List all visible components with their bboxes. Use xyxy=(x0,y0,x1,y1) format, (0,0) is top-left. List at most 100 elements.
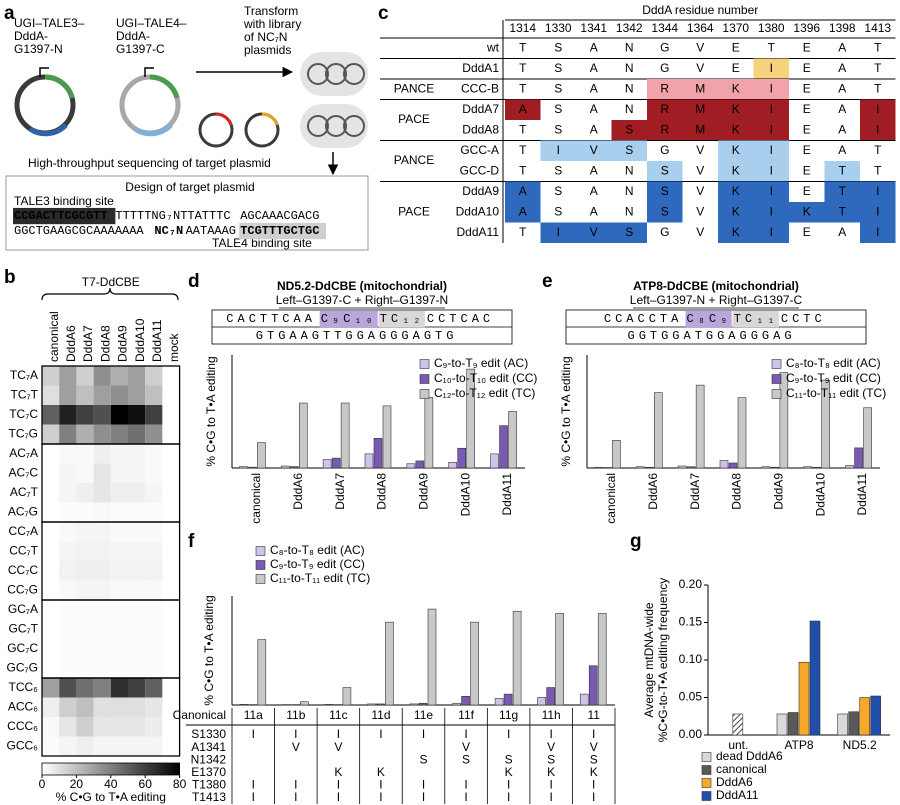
residue: K xyxy=(732,143,740,157)
sequence-segment: CCGACTTCGCGTT xyxy=(14,209,108,223)
row-name: N1342 xyxy=(191,752,227,766)
legend-swatch xyxy=(255,546,266,556)
residue: I xyxy=(876,225,879,239)
residue: S xyxy=(554,40,562,54)
heatmap-cell xyxy=(110,385,128,405)
residue: K xyxy=(732,122,740,136)
residue: N xyxy=(625,204,634,218)
mutation: S xyxy=(462,752,470,766)
residue: N xyxy=(625,81,634,95)
mutation-highlight xyxy=(647,120,683,141)
y-tick-label: 0.20 xyxy=(679,577,703,591)
heatmap-cell xyxy=(59,522,77,542)
mutation-highlight xyxy=(753,58,789,79)
heatmap-cell xyxy=(128,639,146,659)
column-header: 1344 xyxy=(651,21,678,35)
bar xyxy=(512,610,522,706)
bar xyxy=(612,440,621,469)
residue: V xyxy=(696,184,704,198)
heatmap-cell xyxy=(128,658,146,678)
mutation: I xyxy=(379,727,382,741)
bar xyxy=(732,713,744,736)
residue: V xyxy=(696,143,704,157)
column-label: DddA9 xyxy=(116,325,130,362)
heatmap-cell xyxy=(145,444,163,464)
bar xyxy=(385,621,394,706)
x-tick-label: 11b xyxy=(286,708,305,722)
bar xyxy=(409,703,419,706)
row-name: DddA1 xyxy=(462,61,499,75)
chart-title: T7-DdCBE xyxy=(82,275,140,289)
heatmap-cell xyxy=(128,697,146,717)
residue: V xyxy=(696,163,704,177)
residue: T xyxy=(874,61,882,75)
residue: S xyxy=(625,225,633,239)
heatmap-cell xyxy=(128,385,146,405)
mutation-highlight xyxy=(860,120,896,141)
heatmap-cell xyxy=(110,541,128,561)
column-label: DddA10 xyxy=(133,318,147,362)
sequence-segment: CCTCAC xyxy=(427,312,494,326)
row-label: AC₇A xyxy=(9,446,38,460)
heatmap-cell xyxy=(59,366,77,386)
heatmap-cell xyxy=(42,405,60,425)
heatmap-cell xyxy=(162,580,180,600)
row-name: wt xyxy=(486,40,500,54)
heatmap-cell xyxy=(42,736,60,756)
row-label: GCC₆ xyxy=(6,738,38,752)
bar xyxy=(859,697,870,736)
bar xyxy=(776,713,788,736)
residue: V xyxy=(696,40,704,54)
mutation: I xyxy=(592,790,595,804)
heatmap-cell xyxy=(110,619,128,639)
x-tick-label: DddA9 xyxy=(772,473,786,510)
residue: E xyxy=(803,143,811,157)
sequence-highlight xyxy=(685,310,732,328)
mutation-highlight xyxy=(682,120,718,141)
mutation: K xyxy=(547,765,555,779)
residue: I xyxy=(557,225,560,239)
mutation: K xyxy=(377,765,385,779)
residue: S xyxy=(554,102,562,116)
mutation: V xyxy=(590,740,598,754)
bar xyxy=(635,466,645,469)
y-axis-label: % C•G to T•A editing xyxy=(204,356,218,466)
mutation-highlight xyxy=(860,99,896,120)
bar xyxy=(845,465,854,469)
transform-label: plasmids xyxy=(244,43,291,57)
row-name: GCC-D xyxy=(460,163,500,177)
mutation-highlight xyxy=(611,222,647,243)
heatmap-cell xyxy=(145,483,163,503)
bar xyxy=(597,613,607,706)
mutation: I xyxy=(507,790,510,804)
mutation: I xyxy=(464,727,467,741)
row-name: S1330 xyxy=(191,727,226,741)
bar xyxy=(503,693,513,706)
heatmap-cell xyxy=(110,522,128,542)
bar xyxy=(588,665,598,706)
heatmap-cell xyxy=(76,502,94,522)
column-header: 1370 xyxy=(722,21,749,35)
row-label: CC₇G xyxy=(7,582,38,596)
row-name: DddA7 xyxy=(462,102,499,116)
residue: T xyxy=(519,163,527,177)
heatmap-cell xyxy=(59,658,77,678)
bar xyxy=(280,465,290,469)
mutation-highlight xyxy=(540,140,576,161)
mutation-highlight xyxy=(718,99,754,120)
bar xyxy=(257,639,267,706)
residue: K xyxy=(732,225,740,239)
residue: I xyxy=(770,102,773,116)
residue: T xyxy=(874,143,882,157)
heatmap-cell xyxy=(76,580,94,600)
residue: S xyxy=(661,184,669,198)
panel-label: a xyxy=(4,3,15,24)
heatmap-cell xyxy=(42,639,60,659)
residue: A xyxy=(838,143,846,157)
heatmap-cell xyxy=(59,424,77,444)
heatmap-cell xyxy=(145,385,163,405)
bar xyxy=(418,702,428,706)
bar xyxy=(644,466,654,469)
group-label: PACE xyxy=(398,112,430,126)
